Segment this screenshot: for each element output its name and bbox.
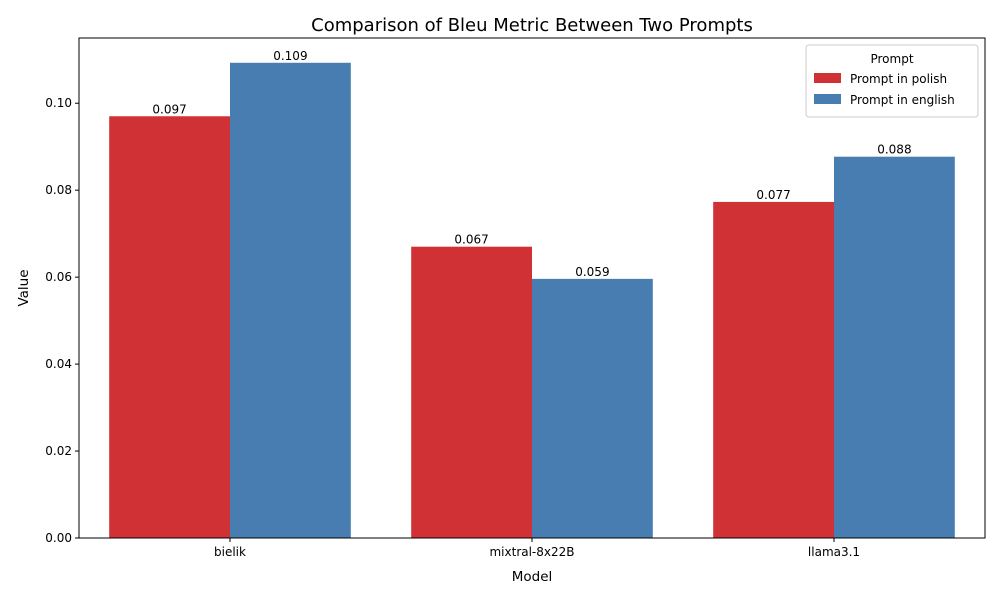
bar-value-label: 0.088 [877, 143, 911, 157]
y-axis-label: Value [16, 269, 32, 306]
bar-mixtral-8x22B-polish [411, 247, 532, 538]
legend-swatch [814, 94, 841, 104]
bar-value-label: 0.097 [152, 102, 186, 116]
bar-value-label: 0.077 [756, 188, 790, 202]
bar-bielik-polish [109, 116, 230, 538]
x-tick-label: llama3.1 [808, 545, 860, 559]
legend-entry-label: Prompt in polish [850, 72, 947, 86]
legend-swatch [814, 73, 841, 83]
y-tick-label: 0.06 [45, 270, 72, 284]
x-tick-label: mixtral-8x22B [489, 545, 574, 559]
y-tick-label: 0.02 [45, 444, 72, 458]
y-tick-label: 0.08 [45, 183, 72, 197]
legend: Prompt Prompt in polish Prompt in english [806, 45, 978, 117]
bar-mixtral-8x22B-english [532, 279, 653, 538]
y-axis-ticks: 0.00 0.02 0.04 0.06 0.08 0.10 [45, 96, 79, 545]
y-tick-label: 0.04 [45, 357, 72, 371]
legend-title: Prompt [870, 52, 913, 66]
bar-value-label: 0.109 [273, 49, 307, 63]
chart-title: Comparison of Bleu Metric Between Two Pr… [311, 15, 753, 36]
bar-bielik-english [230, 63, 351, 538]
bar-value-label: 0.067 [454, 233, 488, 247]
y-tick-label: 0.00 [45, 531, 72, 545]
bar-llama3.1-english [834, 157, 955, 538]
y-tick-label: 0.10 [45, 96, 72, 110]
x-tick-label: bielik [214, 545, 246, 559]
legend-entry-label: Prompt in english [850, 93, 955, 107]
bar-value-label: 0.059 [575, 265, 609, 279]
x-axis-ticks: bielik mixtral-8x22B llama3.1 [214, 538, 860, 559]
bars-group [109, 63, 955, 538]
x-axis-label: Model [512, 569, 553, 585]
bar-llama3.1-polish [713, 202, 834, 538]
